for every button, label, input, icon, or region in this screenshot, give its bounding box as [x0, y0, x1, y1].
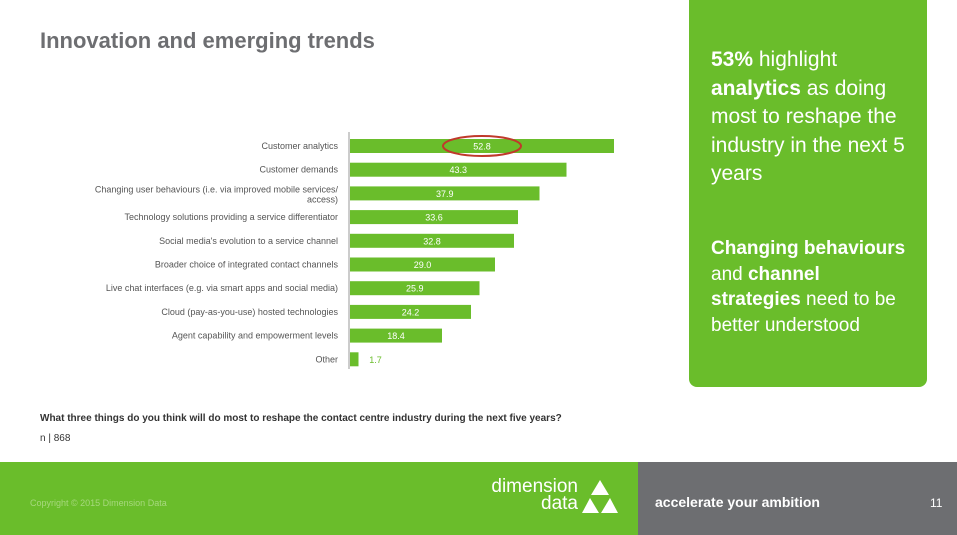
dimension-data-logo-icon: [582, 480, 618, 513]
footer-left: Copyright © 2015 Dimension Data dimensio…: [0, 462, 638, 535]
copyright: Copyright © 2015 Dimension Data: [30, 498, 167, 508]
category-label: Changing user behaviours (i.e. via impro…: [95, 184, 339, 194]
survey-question: What three things do you think will do m…: [40, 413, 562, 424]
category-label: Social media's evolution to a service ch…: [159, 236, 338, 246]
value-label: 29.0: [414, 260, 432, 270]
value-label: 37.9: [436, 189, 454, 199]
bar: [350, 281, 480, 296]
value-label: 24.2: [402, 307, 420, 317]
category-label: Live chat interfaces (e.g. via smart app…: [106, 283, 338, 293]
tagline: accelerate your ambition: [655, 494, 820, 510]
value-label: 18.4: [387, 331, 405, 341]
value-label: 25.9: [406, 284, 424, 294]
bar: [350, 304, 471, 319]
bar: [350, 328, 442, 343]
value-label: 43.3: [449, 165, 467, 175]
bar: [350, 352, 359, 367]
category-label: access): [307, 194, 338, 204]
category-label: Cloud (pay-as-you-use) hosted technologi…: [161, 307, 338, 317]
category-label: Agent capability and empowerment levels: [172, 331, 339, 341]
value-label: 33.6: [425, 213, 443, 223]
category-label: Broader choice of integrated contact cha…: [155, 260, 339, 270]
value-label: 32.8: [423, 236, 441, 246]
bar: [350, 210, 518, 225]
page-title: Innovation and emerging trends: [40, 28, 375, 53]
bar: [350, 233, 514, 248]
logo-text: dimension data: [491, 476, 578, 514]
bar: [350, 139, 614, 153]
bar: [350, 162, 567, 177]
category-label: Customer analytics: [261, 141, 338, 151]
callout-headline: 53% highlight analytics as doing most to…: [711, 48, 905, 185]
footer-right: accelerate your ambition 11: [638, 462, 957, 535]
category-label: Customer demands: [259, 165, 338, 175]
sample-size: n | 868: [40, 433, 71, 444]
bar-chart: Customer analytics 52.8 Customer demands 43…: [95, 132, 614, 369]
bar: [350, 186, 540, 201]
value-label: 52.8: [473, 142, 491, 152]
page-number: 11: [930, 496, 943, 510]
bar: [350, 257, 495, 272]
callout-subtext: Changing behaviours and channel strategi…: [711, 238, 906, 336]
value-label: 1.7: [369, 355, 382, 365]
callout-box: 53% highlight analytics as doing most to…: [689, 0, 927, 387]
category-label: Other: [315, 354, 338, 364]
category-label: Technology solutions providing a service…: [125, 212, 338, 222]
highlight-circle: [442, 135, 522, 157]
